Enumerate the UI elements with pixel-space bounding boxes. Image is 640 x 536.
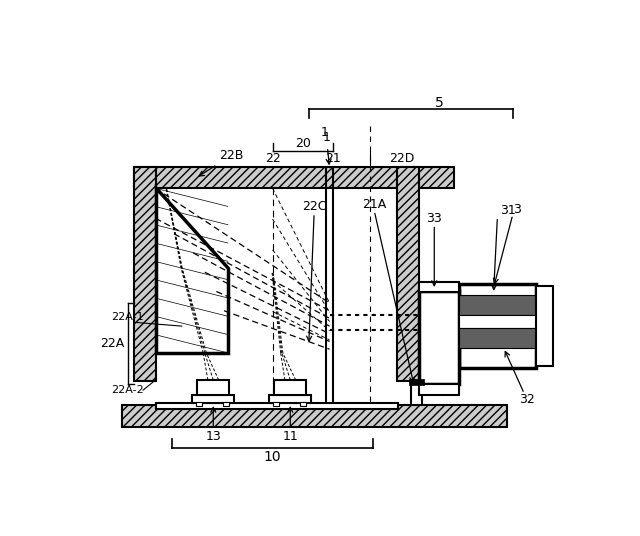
Bar bbox=[197, 380, 230, 396]
Text: 21: 21 bbox=[324, 152, 340, 165]
Text: 22A-2: 22A-2 bbox=[111, 385, 143, 395]
Bar bbox=[274, 380, 307, 396]
Bar bbox=[459, 295, 536, 315]
Bar bbox=[459, 329, 536, 348]
Polygon shape bbox=[156, 188, 228, 353]
Text: 13: 13 bbox=[205, 430, 221, 443]
Text: 1: 1 bbox=[320, 125, 328, 139]
Text: 21A: 21A bbox=[362, 198, 387, 211]
Text: 10: 10 bbox=[264, 450, 282, 464]
Bar bbox=[192, 396, 234, 403]
Bar bbox=[459, 284, 536, 368]
Text: 22B: 22B bbox=[199, 148, 244, 176]
Bar bbox=[156, 403, 398, 410]
Text: 22A: 22A bbox=[100, 337, 125, 349]
Bar bbox=[409, 379, 424, 385]
Text: 22: 22 bbox=[265, 152, 280, 165]
Text: 32: 32 bbox=[519, 393, 534, 406]
Text: 11: 11 bbox=[282, 430, 298, 443]
Text: 5: 5 bbox=[435, 96, 444, 110]
Text: 20: 20 bbox=[294, 137, 310, 150]
Bar bbox=[122, 405, 507, 427]
Bar bbox=[300, 401, 306, 406]
Bar bbox=[459, 315, 536, 329]
Text: 22D: 22D bbox=[390, 152, 415, 165]
Bar bbox=[536, 286, 553, 366]
Bar bbox=[269, 396, 311, 403]
Bar bbox=[134, 167, 454, 188]
Bar bbox=[419, 292, 459, 384]
Text: 22A-1: 22A-1 bbox=[111, 312, 143, 322]
Text: 31: 31 bbox=[500, 204, 515, 217]
Text: 33: 33 bbox=[426, 212, 442, 225]
Bar bbox=[273, 401, 279, 406]
Bar bbox=[223, 401, 228, 406]
Text: 1: 1 bbox=[323, 131, 331, 164]
Text: 22C: 22C bbox=[302, 200, 326, 213]
Bar bbox=[397, 167, 419, 381]
Bar bbox=[419, 384, 459, 394]
Bar bbox=[134, 167, 156, 381]
Bar bbox=[419, 282, 459, 292]
Text: 3: 3 bbox=[513, 203, 520, 215]
Bar bbox=[196, 401, 202, 406]
Bar bbox=[411, 384, 422, 405]
